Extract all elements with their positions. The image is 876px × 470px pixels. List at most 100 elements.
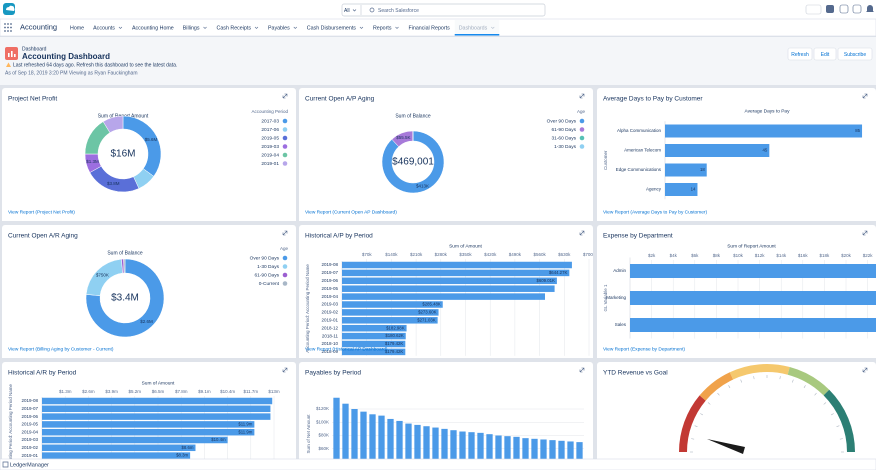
axis-title: Sum of Amount — [142, 380, 175, 386]
widget-card: Current Open A/P Aging Sum of Balance $413… — [299, 88, 593, 221]
widget-title: Expense by Department — [603, 233, 673, 240]
global-actions[interactable] — [826, 5, 834, 13]
logo-cloud — [6, 5, 15, 11]
legend-label: 1-30 Days — [257, 264, 279, 270]
header-button-label[interactable]: Refresh — [791, 52, 809, 58]
x-tick-label: $2k — [648, 253, 656, 258]
bar — [531, 438, 538, 470]
expand-icon[interactable] — [579, 367, 585, 373]
nav-tab[interactable]: Accounting Home — [132, 25, 174, 31]
legend-swatch — [282, 281, 288, 286]
category-label: Marketing — [606, 295, 626, 300]
nav-tab[interactable]: Accounts — [93, 25, 115, 31]
bar — [567, 441, 574, 470]
category-label: 2019-02 — [21, 445, 38, 450]
expand-icon[interactable] — [862, 230, 868, 236]
header-button[interactable] — [787, 47, 813, 61]
nav-bar — [0, 18, 876, 37]
bar — [42, 428, 255, 436]
header-button[interactable] — [837, 47, 873, 61]
donut-segment — [102, 115, 124, 134]
category-label: 2018-09 — [321, 349, 338, 354]
x-tick-label: $350k — [459, 252, 472, 257]
setup-button[interactable] — [852, 4, 862, 14]
bar — [342, 301, 443, 308]
category-label: 2019-05 — [321, 286, 338, 291]
view-report-link[interactable]: View Report (Current Open AP Dashboard) — [305, 209, 397, 215]
bar — [396, 420, 403, 470]
search-box[interactable] — [341, 3, 546, 17]
legend-label: 2019-04 — [261, 152, 279, 158]
x-tick-label: $13m — [268, 389, 280, 394]
bar — [504, 436, 511, 470]
gauge-needle — [707, 439, 745, 454]
nav-tab[interactable]: Reports — [373, 25, 392, 31]
header-button-label[interactable]: Edit — [821, 52, 830, 58]
utility-label[interactable]: LedgerManager — [10, 462, 49, 468]
gauge-tick — [839, 438, 843, 440]
app-launcher[interactable] — [4, 23, 12, 32]
nav-tab[interactable]: Cash Disbursements — [307, 25, 357, 31]
expand-icon[interactable] — [282, 230, 288, 236]
tab-chevron — [118, 26, 123, 29]
header-button-label[interactable]: Subscribe — [844, 52, 866, 58]
header-button[interactable] — [813, 47, 837, 61]
as-of: As of Sep 18, 2019 3:20 PM Viewing as Ry… — [5, 70, 138, 76]
y-axis-title: Customer — [603, 150, 608, 170]
view-report-link[interactable]: View Report (Project Net Profit) — [8, 209, 75, 215]
legend-label: 2019-01 — [261, 161, 279, 167]
nav-tab[interactable]: Payables — [268, 25, 290, 31]
category-label: American Telecom — [624, 148, 661, 153]
bar — [486, 434, 493, 470]
notifications-button[interactable] — [866, 5, 874, 12]
view-report-link[interactable]: View Report (Expense by Department) — [603, 346, 685, 352]
widget-card: YTD Revenue vs Goal — [597, 362, 876, 470]
category-label: Agency — [646, 187, 662, 192]
nav-tab[interactable]: Home — [70, 25, 84, 31]
gauge-tick — [700, 413, 704, 416]
view-report-link[interactable]: View Report (Average Days to Pay by Cust… — [603, 209, 707, 215]
bar — [549, 440, 556, 470]
widget-title: YTD Revenue vs Goal — [603, 370, 668, 377]
gauge-tick — [792, 379, 794, 383]
legend-swatch — [579, 118, 585, 124]
bar — [576, 442, 583, 470]
chart-title: Sum of Balance — [395, 113, 431, 119]
search-scope[interactable]: All — [344, 8, 350, 14]
expand-icon[interactable] — [282, 367, 288, 373]
bar — [630, 264, 876, 278]
x-tick-label: $3.9m — [105, 389, 118, 394]
nav-tab[interactable]: Cash Receipts — [217, 25, 252, 31]
bar — [540, 439, 547, 470]
expand-icon[interactable] — [579, 93, 585, 99]
view-report-link[interactable]: View Report (Billing Aging by Customer -… — [8, 346, 114, 352]
expand-icon[interactable] — [862, 93, 868, 99]
nav-tab[interactable]: Billings — [183, 25, 200, 31]
legend-swatch — [282, 144, 288, 149]
view-report-link[interactable]: View Report (Historical AP Dashboard) — [305, 346, 388, 352]
expand-icon[interactable] — [579, 230, 585, 236]
bar — [665, 144, 770, 157]
value-label: $285.48K — [422, 302, 441, 307]
help-button[interactable] — [839, 4, 849, 14]
favorites-button[interactable] — [805, 4, 822, 15]
expand-icon[interactable] — [282, 93, 288, 99]
gauge-tick — [740, 379, 742, 383]
category-label: 2018-12 — [321, 325, 338, 330]
legend-label: 0-Current — [259, 281, 280, 287]
x-tick-label: $4k — [670, 253, 678, 258]
category-label: Sales — [615, 322, 627, 327]
bar — [513, 436, 520, 470]
expand-icon[interactable] — [862, 367, 868, 373]
bar — [665, 124, 863, 138]
category-label: 2019-01 — [21, 453, 38, 458]
segment-label: $55.5K — [396, 135, 410, 140]
bar — [342, 340, 406, 348]
x-tick-label: $700k — [583, 252, 596, 257]
x-tick-label: $5.2m — [129, 389, 142, 394]
nav-tab[interactable]: Financial Reports — [409, 25, 451, 31]
value-label: $179.42K — [385, 349, 404, 354]
dashboard-title: Accounting Dashboard — [22, 52, 110, 61]
